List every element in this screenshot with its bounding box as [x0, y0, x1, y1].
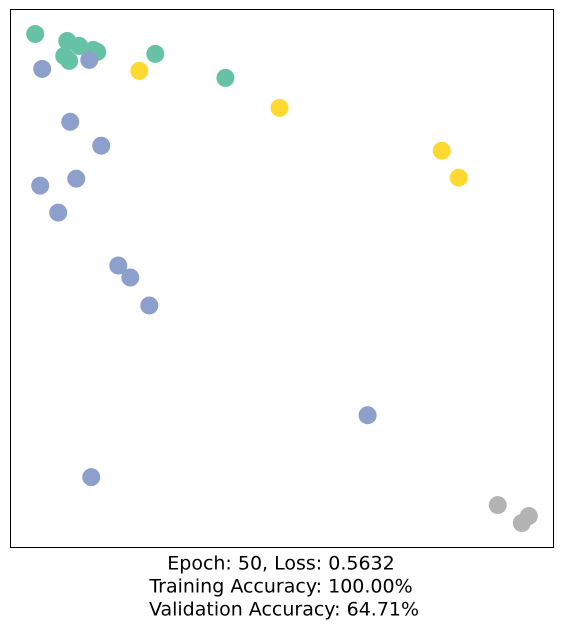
point [49, 203, 68, 222]
caption-line: Validation Accuracy: 64.71% [149, 599, 419, 621]
caption-line: Epoch: 50, Loss: 0.5632 [167, 553, 394, 575]
point [67, 169, 86, 188]
point [512, 514, 531, 533]
point [216, 68, 235, 87]
point [121, 268, 140, 287]
point [33, 59, 52, 78]
point [449, 168, 468, 187]
point [26, 24, 45, 43]
point [358, 406, 377, 425]
point [140, 296, 159, 315]
plot-frame [10, 9, 554, 548]
point [60, 51, 79, 70]
point [82, 468, 101, 487]
point [270, 98, 289, 117]
point [146, 44, 165, 63]
point [61, 112, 80, 131]
point [80, 50, 99, 69]
point [31, 176, 50, 195]
point [109, 256, 128, 275]
point [488, 496, 507, 515]
caption-line: Training Accuracy: 100.00% [148, 576, 412, 598]
point [92, 136, 111, 155]
point [70, 36, 89, 55]
point [432, 141, 451, 160]
point [130, 61, 149, 80]
